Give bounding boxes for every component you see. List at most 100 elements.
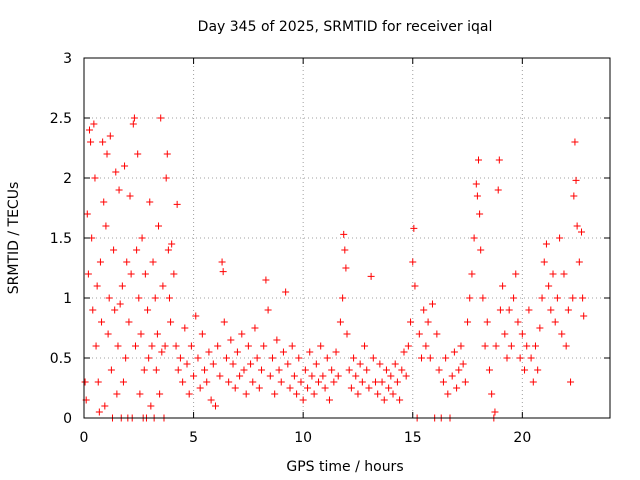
data-point: [112, 168, 120, 176]
data-point: [162, 174, 170, 182]
data-point: [286, 384, 294, 392]
data-point: [466, 294, 474, 302]
data-point: [282, 288, 290, 296]
data-point: [578, 228, 586, 236]
data-point: [514, 318, 522, 326]
data-point: [459, 360, 467, 368]
data-point: [90, 120, 98, 128]
data-point: [95, 408, 103, 416]
data-point: [284, 360, 292, 368]
data-point: [531, 342, 539, 350]
data-point: [98, 318, 106, 326]
data-point: [244, 342, 252, 350]
data-point: [113, 390, 121, 398]
data-point: [275, 366, 283, 374]
data-point: [477, 246, 485, 254]
data-point: [439, 378, 447, 386]
data-point: [410, 224, 418, 232]
data-point: [411, 282, 419, 290]
data-point: [363, 366, 371, 374]
data-point: [255, 384, 263, 392]
data-point: [218, 258, 226, 266]
data-point: [233, 348, 241, 356]
data-point: [387, 372, 395, 380]
data-point: [407, 318, 415, 326]
data-point: [165, 294, 173, 302]
data-point: [156, 390, 164, 398]
data-point: [141, 270, 149, 278]
data-point: [214, 342, 222, 350]
data-point: [334, 372, 342, 380]
data-point: [295, 354, 303, 362]
data-point: [398, 366, 406, 374]
data-point: [138, 234, 146, 242]
y-tick-label: 3: [63, 51, 72, 67]
data-point: [496, 306, 504, 314]
data-point: [236, 372, 244, 380]
data-point: [350, 354, 358, 362]
data-point: [209, 360, 217, 368]
data-point: [330, 378, 338, 386]
data-point: [96, 258, 104, 266]
data-point: [317, 342, 325, 350]
data-point: [455, 366, 463, 374]
data-point: [345, 366, 353, 374]
data-point: [343, 330, 351, 338]
data-point: [558, 330, 566, 338]
data-point: [571, 138, 579, 146]
data-point: [181, 324, 189, 332]
data-point: [187, 342, 195, 350]
data-point: [404, 342, 412, 350]
data-point: [253, 354, 261, 362]
data-point: [110, 246, 118, 254]
data-point: [152, 366, 160, 374]
data-point: [510, 294, 518, 302]
data-point: [393, 378, 401, 386]
data-point: [146, 198, 154, 206]
data-point: [158, 348, 166, 356]
data-point: [183, 360, 191, 368]
data-point: [84, 270, 92, 278]
data-point: [247, 360, 255, 368]
data-point: [536, 324, 544, 332]
x-tick-label: 0: [80, 430, 89, 446]
data-point: [479, 294, 487, 302]
data-point: [279, 348, 287, 356]
data-point: [242, 390, 250, 398]
data-point: [105, 294, 113, 302]
data-point: [93, 282, 101, 290]
data-point: [212, 402, 219, 410]
data-point: [174, 366, 182, 374]
x-tick-label: 10: [294, 430, 312, 446]
data-point: [129, 120, 137, 128]
data-point: [371, 378, 379, 386]
data-point: [201, 366, 209, 374]
data-point: [116, 300, 124, 308]
data-point: [475, 156, 482, 164]
data-point: [374, 390, 382, 398]
data-point: [91, 174, 99, 182]
data-points: [81, 114, 588, 422]
data-point: [94, 378, 102, 386]
data-point: [227, 336, 235, 344]
data-point: [339, 294, 347, 302]
data-point: [476, 210, 484, 218]
data-point: [194, 354, 202, 362]
data-point: [562, 342, 570, 350]
data-point: [483, 318, 491, 326]
data-point: [501, 330, 509, 338]
data-point: [402, 372, 410, 380]
x-axis-label: GPS time / hours: [286, 459, 403, 475]
data-point: [125, 318, 133, 326]
data-point: [551, 318, 559, 326]
data-point: [310, 390, 318, 398]
data-point: [220, 318, 228, 326]
data-point: [365, 384, 373, 392]
data-point: [521, 366, 529, 374]
data-point: [518, 330, 526, 338]
data-point: [104, 330, 112, 338]
data-point: [135, 294, 143, 302]
data-point: [328, 366, 336, 374]
data-point: [251, 324, 259, 332]
